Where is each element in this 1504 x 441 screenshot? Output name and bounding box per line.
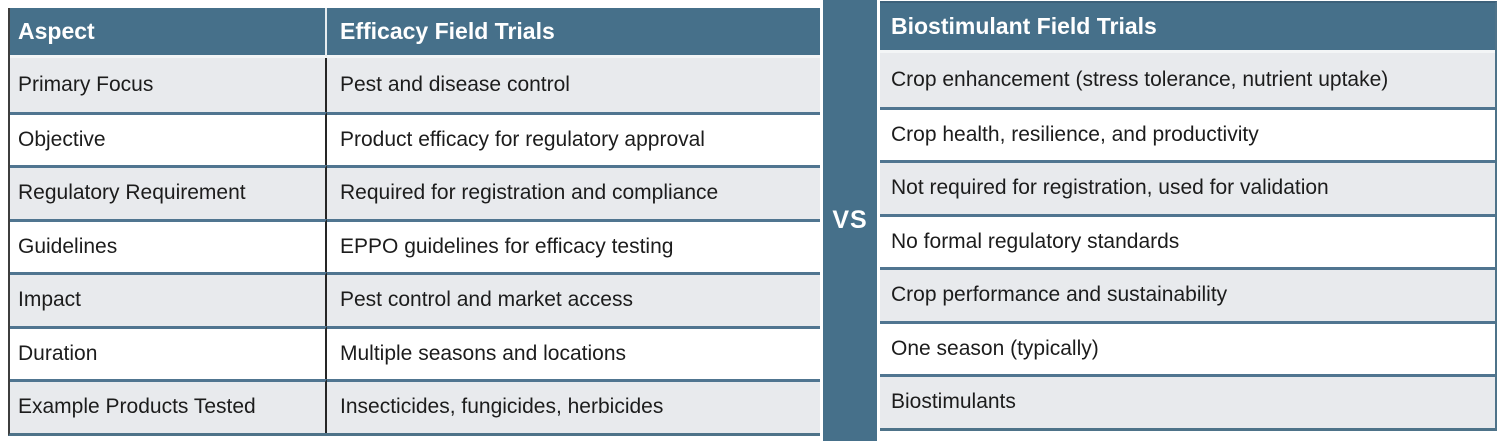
aspect-cell: Example Products Tested	[10, 379, 327, 433]
biostimulant-value-cell: No formal regulatory standards	[880, 213, 1495, 267]
efficacy-value-cell: Pest and disease control	[327, 58, 820, 112]
biostimulant-value-cell: Crop health, resilience, and productivit…	[880, 106, 1495, 160]
table-row: Primary Focus Pest and disease control	[10, 58, 820, 112]
biostimulant-trials-table: Biostimulant Field Trials Crop enhanceme…	[880, 1, 1497, 431]
table-row: No formal regulatory standards	[880, 213, 1495, 267]
table-row: Example Products Tested Insecticides, fu…	[10, 379, 820, 433]
aspect-cell: Objective	[10, 111, 327, 165]
table-row: Duration Multiple seasons and locations	[10, 325, 820, 379]
biostimulant-value-cell: Not required for registration, used for …	[880, 160, 1495, 214]
aspect-cell: Guidelines	[10, 218, 327, 272]
table-row: Crop enhancement (stress tolerance, nutr…	[880, 53, 1495, 107]
table-row: Impact Pest control and market access	[10, 272, 820, 326]
efficacy-value-cell: Multiple seasons and locations	[327, 325, 820, 379]
table-row: One season (typically)	[880, 320, 1495, 374]
vs-label: VS	[832, 206, 868, 234]
column-header-biostimulant: Biostimulant Field Trials	[880, 3, 1495, 53]
aspect-cell: Impact	[10, 272, 327, 326]
biostimulant-value-cell: Crop performance and sustainability	[880, 267, 1495, 321]
aspect-cell: Primary Focus	[10, 58, 327, 112]
biostimulant-value-cell: Biostimulants	[880, 374, 1495, 428]
table-row: Crop performance and sustainability	[880, 267, 1495, 321]
column-header-efficacy: Efficacy Field Trials	[327, 8, 820, 58]
aspect-cell: Duration	[10, 325, 327, 379]
header-row: Biostimulant Field Trials	[880, 3, 1495, 53]
table-row: Objective Product efficacy for regulator…	[10, 111, 820, 165]
biostimulant-value-cell: Crop enhancement (stress tolerance, nutr…	[880, 53, 1495, 107]
efficacy-value-cell: Pest control and market access	[327, 272, 820, 326]
table-row: Crop health, resilience, and productivit…	[880, 106, 1495, 160]
aspect-cell: Regulatory Requirement	[10, 165, 327, 219]
table-row: Biostimulants	[880, 374, 1495, 428]
column-header-aspect: Aspect	[10, 8, 327, 58]
vs-divider-band: VS	[823, 0, 877, 441]
biostimulant-value-cell: One season (typically)	[880, 320, 1495, 374]
table-row: Regulatory Requirement Required for regi…	[10, 165, 820, 219]
efficacy-value-cell: Insecticides, fungicides, herbicides	[327, 379, 820, 433]
efficacy-value-cell: EPPO guidelines for efficacy testing	[327, 218, 820, 272]
efficacy-value-cell: Product efficacy for regulatory approval	[327, 111, 820, 165]
table-row: Guidelines EPPO guidelines for efficacy …	[10, 218, 820, 272]
efficacy-trials-table: Aspect Efficacy Field Trials Primary Foc…	[8, 8, 820, 436]
table-row: Not required for registration, used for …	[880, 160, 1495, 214]
header-row: Aspect Efficacy Field Trials	[10, 8, 820, 58]
efficacy-value-cell: Required for registration and compliance	[327, 165, 820, 219]
